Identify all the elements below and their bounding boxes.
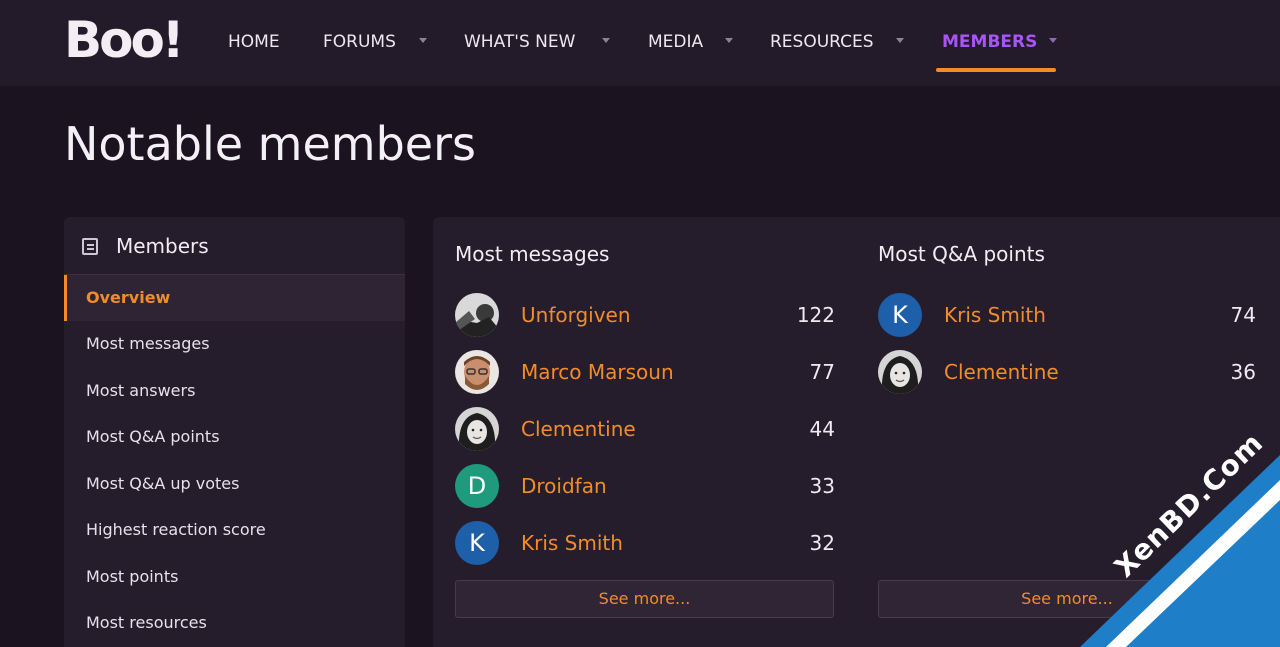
top-navigation-bar: Boo! HOME FORUMS WHAT'S NEW MEDIA RESOUR… [0, 0, 1280, 86]
sidebar-item-most-qa-points[interactable]: Most Q&A points [86, 427, 220, 446]
member-name-link[interactable]: Clementine [521, 417, 636, 441]
member-count: 77 [809, 360, 835, 384]
list-item: Unforgiven 122 [455, 293, 835, 337]
member-count: 74 [1230, 303, 1256, 327]
member-count: 32 [809, 531, 835, 555]
member-name-link[interactable]: Kris Smith [944, 303, 1046, 327]
site-logo[interactable]: Boo! [64, 11, 185, 69]
sidebar-item-most-messages[interactable]: Most messages [86, 334, 210, 353]
nav-home[interactable]: HOME [228, 32, 280, 52]
most-qa-points-title: Most Q&A points [878, 242, 1045, 266]
avatar[interactable] [455, 293, 499, 337]
sidebar-item-most-points[interactable]: Most points [86, 567, 179, 586]
member-count: 36 [1230, 360, 1256, 384]
sidebar-item-most-resources[interactable]: Most resources [86, 613, 207, 632]
sidebar-item-most-qa-up-votes[interactable]: Most Q&A up votes [86, 474, 240, 493]
member-name-link[interactable]: Kris Smith [521, 531, 623, 555]
watermark-corner-inner [1126, 500, 1280, 647]
active-nav-indicator [936, 68, 1056, 72]
chevron-down-icon[interactable] [896, 38, 904, 43]
avatar[interactable]: K [455, 521, 499, 565]
member-name-link[interactable]: Unforgiven [521, 303, 631, 327]
chevron-down-icon[interactable] [725, 38, 733, 43]
nav-media[interactable]: MEDIA [648, 32, 704, 52]
list-item: Marco Marsoun 77 [455, 350, 835, 394]
member-count: 33 [809, 474, 835, 498]
nav-members[interactable]: MEMBERS [942, 32, 1038, 52]
page-title: Notable members [64, 117, 476, 171]
member-name-link[interactable]: Marco Marsoun [521, 360, 674, 384]
nav-resources[interactable]: RESOURCES [770, 32, 874, 52]
list-item: K Kris Smith 74 [878, 293, 1258, 337]
notable-members-panel: Most messages Unforgiven 122 Marco Mars [433, 217, 1280, 647]
members-sidebar: Members Overview Most messages Most answ… [64, 217, 405, 647]
list-item: D Droidfan 33 [455, 464, 835, 508]
sidebar-item-most-answers[interactable]: Most answers [86, 381, 196, 400]
avatar[interactable] [455, 350, 499, 394]
avatar[interactable]: K [878, 293, 922, 337]
list-document-icon [82, 238, 98, 255]
member-count: 44 [809, 417, 835, 441]
chevron-down-icon[interactable] [1049, 38, 1057, 43]
most-messages-title: Most messages [455, 242, 610, 266]
sidebar-header: Members [64, 217, 405, 275]
sidebar-item-highest-reaction-score[interactable]: Highest reaction score [86, 520, 266, 539]
member-name-link[interactable]: Clementine [944, 360, 1059, 384]
member-name-link[interactable]: Droidfan [521, 474, 607, 498]
list-item: Clementine 44 [455, 407, 835, 451]
avatar[interactable]: D [455, 464, 499, 508]
avatar[interactable] [878, 350, 922, 394]
list-item: Clementine 36 [878, 350, 1258, 394]
see-more-button[interactable]: See more... [455, 580, 834, 618]
sidebar-title: Members [116, 234, 209, 258]
nav-forums[interactable]: FORUMS [323, 32, 396, 52]
sidebar-item-overview[interactable]: Overview [64, 275, 405, 321]
chevron-down-icon[interactable] [419, 38, 427, 43]
nav-whats-new[interactable]: WHAT'S NEW [464, 32, 576, 52]
chevron-down-icon[interactable] [602, 38, 610, 43]
avatar[interactable] [455, 407, 499, 451]
list-item: K Kris Smith 32 [455, 521, 835, 565]
member-count: 122 [796, 303, 835, 327]
